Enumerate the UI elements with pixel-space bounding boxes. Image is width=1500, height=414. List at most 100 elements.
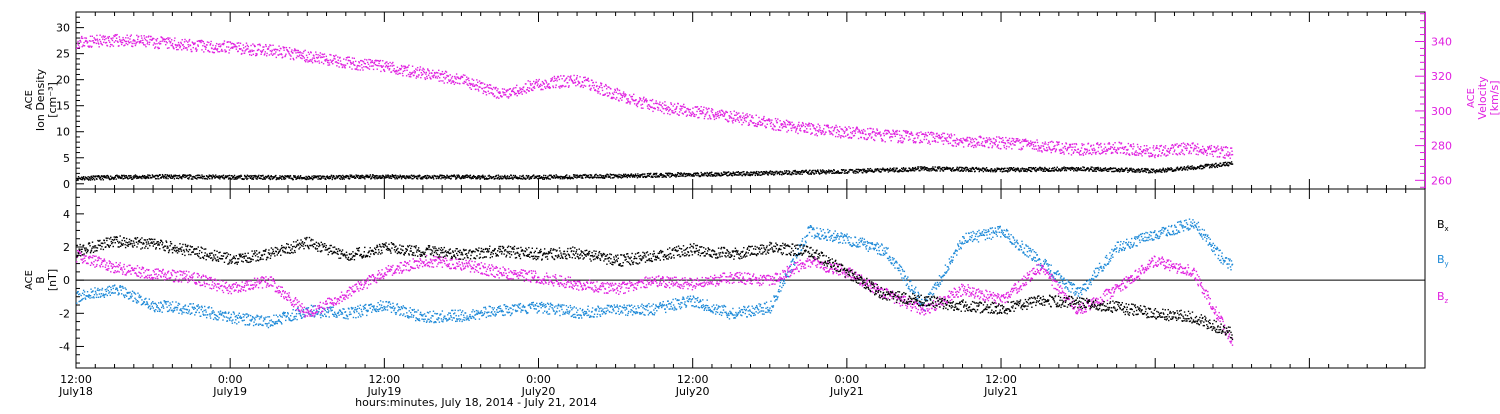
data-point — [1003, 142, 1004, 143]
data-point — [555, 87, 556, 88]
data-point — [935, 141, 936, 142]
data-point — [573, 75, 574, 76]
data-point — [533, 81, 534, 82]
data-point — [541, 89, 542, 90]
data-point — [172, 177, 173, 178]
data-point — [1038, 169, 1039, 170]
data-point — [1036, 148, 1037, 149]
data-point — [427, 68, 428, 69]
data-point — [555, 80, 556, 81]
data-point — [837, 136, 838, 137]
data-point — [643, 98, 644, 99]
data-point — [818, 129, 819, 130]
data-point — [388, 175, 389, 176]
data-point — [946, 140, 947, 141]
data-point — [914, 170, 915, 171]
data-point — [699, 108, 700, 109]
data-point — [454, 84, 455, 85]
data-point — [812, 172, 813, 173]
data-point — [676, 175, 677, 176]
data-point — [323, 56, 324, 57]
data-point — [745, 121, 746, 122]
data-point — [307, 57, 308, 58]
data-point — [839, 131, 840, 132]
data-point — [659, 104, 660, 105]
data-point — [1187, 169, 1188, 170]
data-point — [1076, 167, 1077, 168]
data-point — [642, 104, 643, 105]
data-point — [105, 38, 106, 39]
data-point — [879, 168, 880, 169]
data-point — [776, 171, 777, 172]
data-point — [330, 59, 331, 60]
data-point — [435, 176, 436, 177]
data-point — [1050, 149, 1051, 150]
data-point — [649, 176, 650, 177]
data-point — [775, 118, 776, 119]
data-point — [1154, 157, 1155, 158]
data-point — [473, 80, 474, 81]
data-point — [446, 177, 447, 178]
data-point — [1113, 149, 1114, 150]
data-point — [546, 82, 547, 83]
data-point — [110, 44, 111, 45]
data-point — [1025, 170, 1026, 171]
data-point — [425, 79, 426, 80]
data-point — [819, 127, 820, 128]
data-point — [376, 65, 377, 66]
data-point — [839, 126, 840, 127]
data-point — [605, 93, 606, 94]
data-point — [1085, 153, 1086, 154]
data-point — [288, 53, 289, 54]
data-point — [1169, 150, 1170, 151]
data-point — [1101, 146, 1102, 147]
data-point — [492, 89, 493, 90]
data-point — [730, 111, 731, 112]
data-point — [1052, 170, 1053, 171]
data-point — [345, 59, 346, 60]
data-point — [355, 61, 356, 62]
data-point — [928, 140, 929, 141]
data-point — [614, 91, 615, 92]
data-point — [309, 61, 310, 62]
data-point — [121, 44, 122, 45]
data-point — [154, 176, 155, 177]
data-point — [496, 175, 497, 176]
data-point — [884, 141, 885, 142]
data-point — [275, 49, 276, 50]
data-point — [354, 58, 355, 59]
data-point — [707, 118, 708, 119]
data-point — [821, 133, 822, 134]
data-point — [1039, 150, 1040, 151]
data-point — [223, 43, 224, 44]
data-point — [493, 87, 494, 88]
data-point — [462, 77, 463, 78]
data-point — [816, 172, 817, 173]
data-point — [547, 85, 548, 86]
data-point — [588, 175, 589, 176]
data-point — [769, 119, 770, 120]
data-point — [771, 119, 772, 120]
data-point — [970, 171, 971, 172]
data-point — [186, 40, 187, 41]
data-point — [870, 128, 871, 129]
data-point — [527, 89, 528, 90]
data-point — [933, 136, 934, 137]
data-point — [335, 177, 336, 178]
data-point — [341, 64, 342, 65]
data-point — [1064, 146, 1065, 147]
data-point — [868, 137, 869, 138]
data-point — [431, 73, 432, 74]
data-point — [528, 176, 529, 177]
data-point — [80, 40, 81, 41]
data-point — [118, 45, 119, 46]
data-point — [606, 92, 607, 93]
data-point — [522, 93, 523, 94]
data-point — [1026, 145, 1027, 146]
data-point — [207, 178, 208, 179]
data-point — [402, 75, 403, 76]
data-point — [973, 169, 974, 170]
data-point — [679, 108, 680, 109]
data-point — [1155, 172, 1156, 173]
